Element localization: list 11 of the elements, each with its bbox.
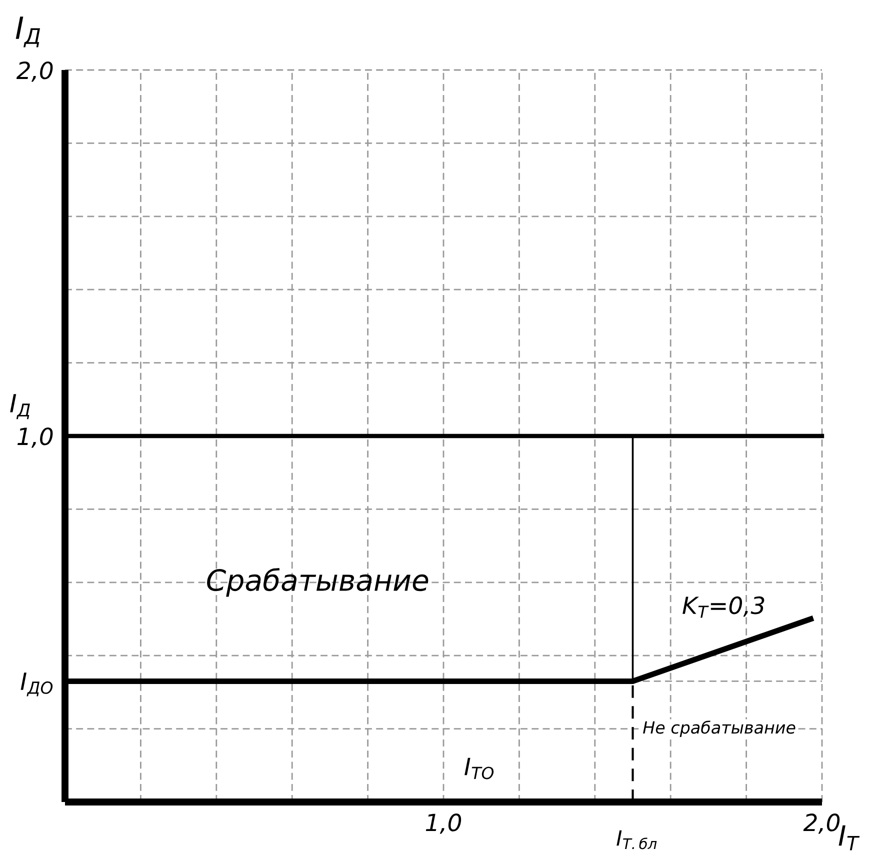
- annotation: Срабатывание: [207, 568, 428, 597]
- annotation: Не срабатывание: [643, 720, 796, 738]
- x-axis-title: I$_{Т}$: [838, 825, 860, 850]
- annotation: K$_{Т}$=0,3: [682, 596, 764, 618]
- annotation: I$_{Т.бл}$: [616, 830, 657, 850]
- annotation: I$_{ТО}$: [464, 758, 494, 780]
- annotation: I$_{Д}$: [10, 394, 30, 420]
- y-axis-title: I$_{Д}$: [16, 16, 40, 48]
- y-tick-label: I$_{ДО}$: [20, 672, 53, 696]
- y-tick-label: 2,0: [16, 61, 53, 82]
- y-tick-label: 1,0: [17, 427, 53, 448]
